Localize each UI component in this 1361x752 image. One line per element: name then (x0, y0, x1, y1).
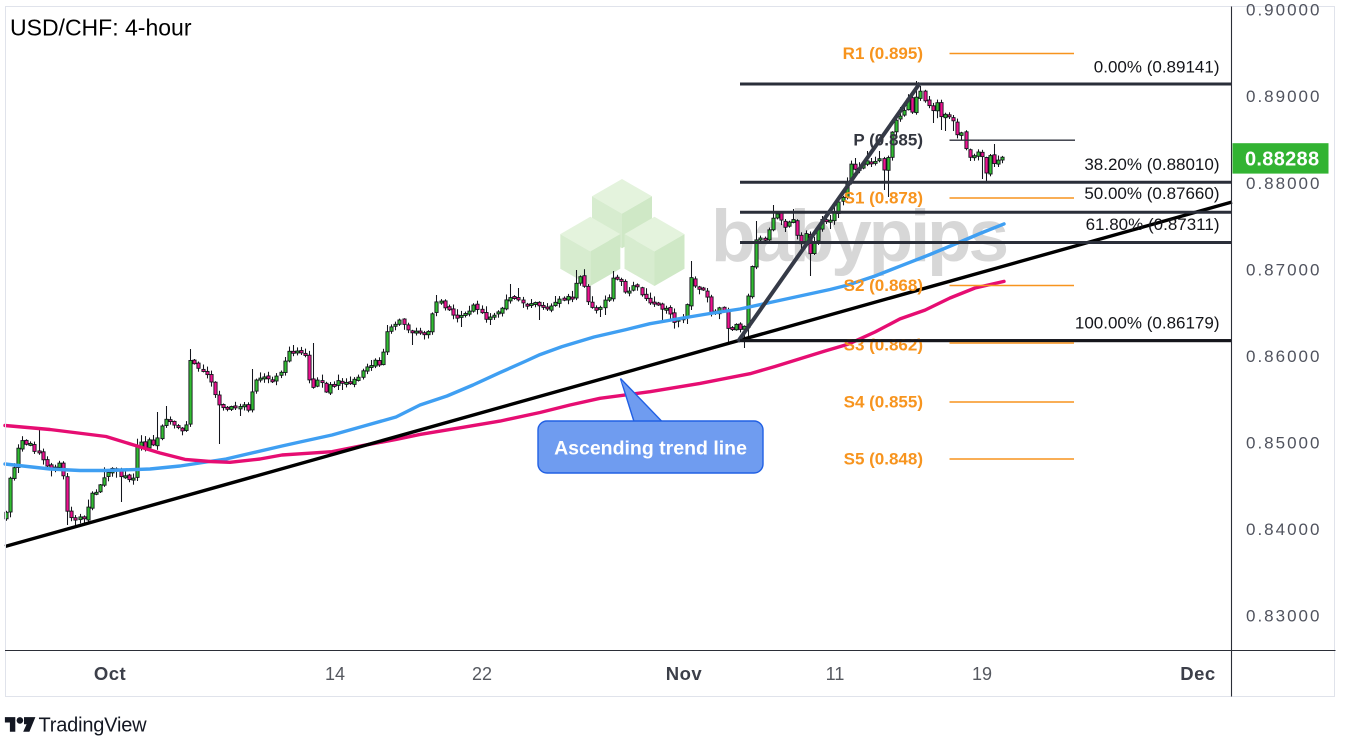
svg-text:100.00% (0.86179): 100.00% (0.86179) (1075, 314, 1220, 333)
svg-text:0.90000: 0.90000 (1246, 1, 1321, 20)
svg-text:50.00% (0.87660): 50.00% (0.87660) (1084, 184, 1219, 203)
svg-text:R1 (0.895): R1 (0.895) (843, 44, 923, 63)
svg-text:S2 (0.868): S2 (0.868) (844, 276, 923, 295)
svg-text:0.89000: 0.89000 (1246, 87, 1321, 106)
svg-text:USD/CHF: 4-hour: USD/CHF: 4-hour (10, 15, 192, 41)
svg-text:S1 (0.878): S1 (0.878) (844, 189, 923, 208)
svg-text:14: 14 (325, 664, 345, 684)
svg-text:0.85000: 0.85000 (1246, 434, 1321, 453)
svg-text:22: 22 (472, 664, 492, 684)
svg-text:0.88000: 0.88000 (1246, 174, 1321, 193)
svg-text:0.00% (0.89141): 0.00% (0.89141) (1094, 58, 1220, 77)
svg-text:S4 (0.855): S4 (0.855) (844, 393, 923, 412)
svg-text:S5 (0.848): S5 (0.848) (844, 450, 923, 469)
svg-text:S3 (0.862): S3 (0.862) (844, 336, 923, 355)
svg-text:Ascending trend line: Ascending trend line (554, 438, 747, 460)
svg-text:Dec: Dec (1180, 663, 1215, 684)
svg-text:0.88288: 0.88288 (1245, 148, 1319, 170)
svg-text:Oct: Oct (94, 663, 126, 684)
svg-text:11: 11 (826, 664, 845, 684)
svg-text:38.20% (0.88010): 38.20% (0.88010) (1084, 155, 1219, 174)
svg-text:0.83000: 0.83000 (1246, 607, 1321, 626)
svg-text:19: 19 (972, 664, 992, 684)
svg-text:Nov: Nov (666, 663, 703, 684)
svg-text:0.84000: 0.84000 (1246, 520, 1321, 539)
svg-text:TradingView: TradingView (39, 715, 148, 737)
svg-text:0.87000: 0.87000 (1246, 260, 1321, 279)
svg-text:P (0.885): P (0.885) (853, 131, 923, 150)
svg-text:0.86000: 0.86000 (1246, 347, 1321, 366)
svg-text:61.80% (0.87311): 61.80% (0.87311) (1086, 215, 1220, 234)
